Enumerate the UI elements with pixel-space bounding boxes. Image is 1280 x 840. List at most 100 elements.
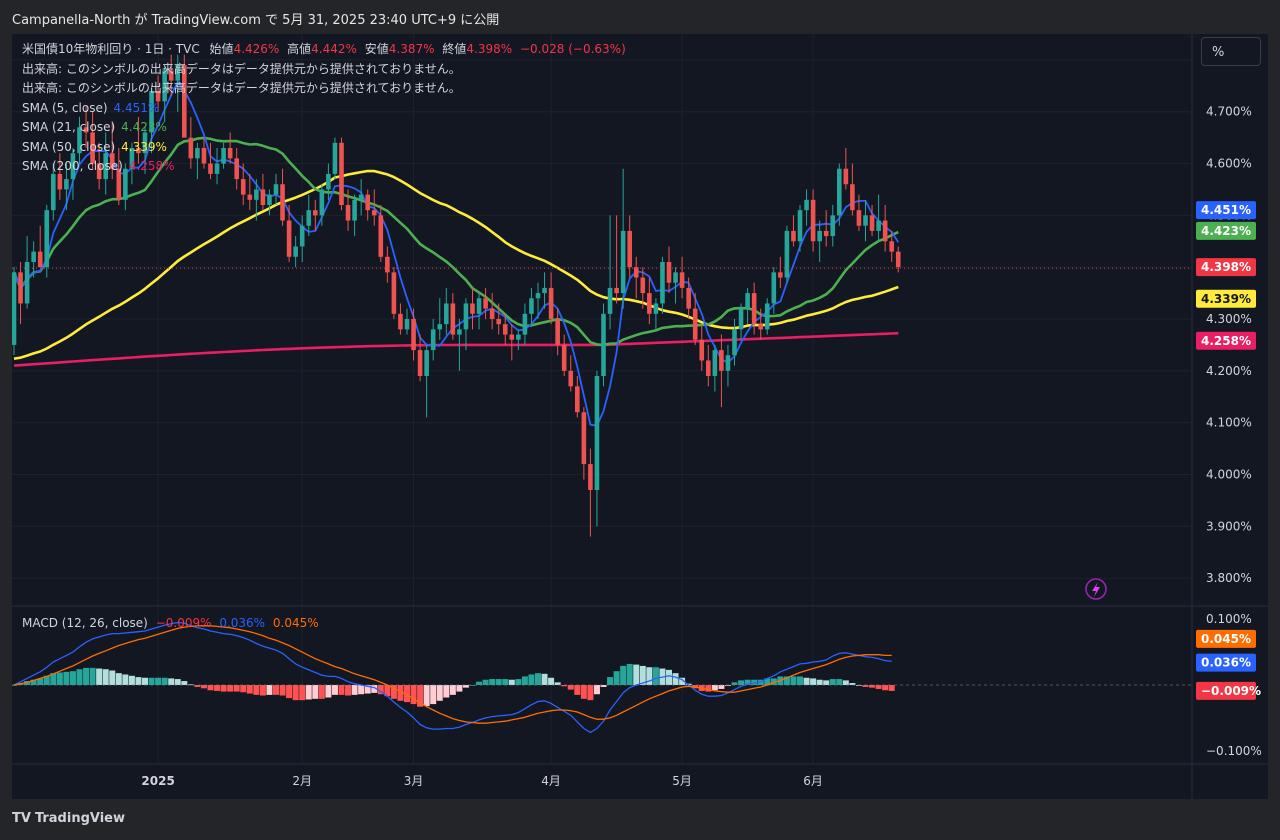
legend-high-value: 4.442% (311, 42, 357, 56)
sma50-value: 4.339% (121, 139, 167, 154)
chart-canvas[interactable]: 4.800%4.700%4.600%4.500%4.300%4.200%4.10… (12, 34, 1268, 799)
candle-body (542, 287, 547, 294)
time-axis-tick: 2025 (141, 774, 174, 788)
legend-sma200[interactable]: SMA (200, close) 4.258% (22, 157, 626, 177)
candle-body (96, 163, 102, 180)
macd-histogram-bar (299, 685, 306, 701)
price-axis-tick: 3.800% (1206, 571, 1252, 585)
candle-body (109, 153, 115, 169)
publish-title: Campanella-North が TradingView.com で 5月 … (12, 13, 500, 28)
macd-histogram-bar (600, 685, 607, 687)
candle-body (679, 272, 685, 288)
candle-body (666, 262, 672, 283)
macd-histogram-bar (240, 685, 247, 693)
tradingview-logo-icon: TV (12, 811, 31, 826)
macd-histogram-bar (502, 679, 509, 685)
price-axis-tick: 3.900% (1206, 519, 1252, 533)
legend-change: −0.028 (−0.63%) (519, 42, 626, 56)
legend-ohlc-line: 米国債10年物利回り · 1日 · TVC 始値4.426% 高値4.442% … (22, 40, 626, 60)
lightning-icon-ring (1085, 578, 1107, 600)
sma5-line (13, 80, 900, 427)
price-axis-tick: 4.100% (1206, 416, 1252, 430)
candle-body (201, 148, 207, 164)
macd-histogram-bar (200, 685, 207, 689)
candle-body (594, 376, 600, 490)
candle-body (247, 194, 253, 200)
macd-histogram-bar (593, 685, 600, 695)
candle-body (607, 287, 613, 314)
candle-body (129, 148, 135, 169)
macd-histogram-bar (56, 672, 63, 685)
candle-body (738, 308, 744, 330)
candle-body (745, 293, 750, 309)
macd-histogram-bar (718, 685, 725, 689)
candle-body (116, 168, 122, 200)
macd-histogram-bar (305, 685, 312, 700)
time-axis-tick: 2月 (292, 774, 312, 788)
candle-body (817, 230, 822, 242)
candle-body (830, 215, 836, 237)
macd-histogram-bar (404, 685, 410, 703)
candle-body (77, 127, 82, 154)
lightning-icon-bolt (1092, 582, 1100, 597)
candle-body (70, 153, 76, 180)
legend-sma5[interactable]: SMA (5, close) 4.451% (22, 99, 626, 119)
price-badge-text: 4.398% (1201, 260, 1251, 274)
legend-low-value: 4.387% (388, 42, 435, 56)
macd-histogram-bar (797, 676, 803, 685)
percent-scale-button[interactable]: % (1201, 37, 1261, 66)
candle-body (254, 189, 259, 200)
macd-histogram-bar (521, 676, 528, 685)
tradingview-logo[interactable]: TV TradingView (12, 811, 125, 826)
macd-histogram-bar (456, 685, 463, 692)
macd-histogram-bar (842, 680, 849, 685)
macd-histogram-bar (410, 685, 417, 705)
price-axis-tick: 4.300% (1206, 312, 1252, 326)
price-badge-text: 4.451% (1201, 203, 1251, 217)
legend-sma50[interactable]: SMA (50, close) 4.339% (22, 138, 626, 158)
macd-histogram-bar (187, 684, 194, 686)
candle-body (555, 319, 560, 345)
macd-histogram-bar (417, 685, 424, 707)
macd-histogram-bar (875, 685, 882, 689)
macd-histogram-bar (633, 664, 640, 685)
macd-histogram-bar (508, 679, 515, 685)
candle-body (24, 262, 30, 304)
macd-histogram-bar (83, 667, 90, 685)
macd-histogram-bar (672, 673, 679, 685)
candle-body (345, 205, 351, 221)
macd-histogram-bar (436, 685, 443, 701)
candle-body (64, 179, 69, 190)
sma5-value: 4.451% (113, 100, 160, 115)
macd-histogram-bar (476, 681, 483, 685)
macd-histogram-bar (666, 669, 672, 685)
candle-body (869, 215, 875, 231)
macd-histogram-bar (626, 663, 633, 685)
macd-histogram-bar (639, 665, 646, 685)
axes: 4.800%4.700%4.600%4.500%4.300%4.200%4.10… (141, 53, 1261, 788)
macd-histogram-bar (882, 685, 889, 691)
macd-histogram-bar (443, 685, 450, 698)
macd-histogram-bar (358, 685, 365, 695)
macd-histogram-bar (816, 679, 823, 685)
candle-body (365, 194, 370, 211)
chart-panel[interactable]: 4.800%4.700%4.600%4.500%4.300%4.200%4.10… (12, 34, 1268, 799)
legend-close-label: 終値 (442, 42, 467, 56)
candle-body (660, 262, 665, 304)
legend-sma21[interactable]: SMA (21, close) 4.423% (22, 118, 626, 138)
candle-body (162, 70, 167, 102)
macd-histogram-bar (233, 685, 240, 692)
candle-body (227, 148, 233, 159)
macd-histogram-bar (266, 685, 273, 695)
time-axis-tick: 6月 (803, 774, 823, 788)
legend-low-label: 安値 (364, 42, 389, 56)
candle-body (568, 370, 574, 387)
candle-body (581, 412, 587, 465)
price-axis-tick: 4.600% (1206, 157, 1252, 171)
candle-body (686, 287, 691, 309)
time-axis-tick: 4月 (541, 774, 561, 788)
legend-macd[interactable]: MACD (12, 26, close) −0.009% 0.036% 0.04… (22, 614, 319, 634)
candle-body (601, 313, 606, 376)
candle-body (876, 220, 881, 231)
macd-histogram-bar (836, 679, 843, 685)
